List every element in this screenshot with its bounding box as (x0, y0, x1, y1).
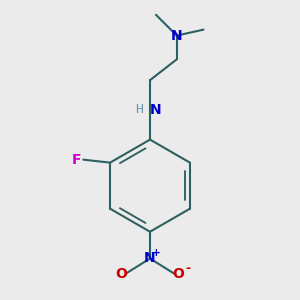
Text: O: O (172, 267, 184, 281)
Text: N: N (144, 251, 156, 266)
Text: -: - (185, 262, 190, 275)
Text: O: O (115, 267, 127, 281)
Text: H: H (136, 103, 144, 116)
Text: N: N (171, 28, 183, 43)
Text: F: F (72, 153, 82, 167)
Text: +: + (152, 248, 161, 258)
Text: N: N (149, 103, 161, 117)
